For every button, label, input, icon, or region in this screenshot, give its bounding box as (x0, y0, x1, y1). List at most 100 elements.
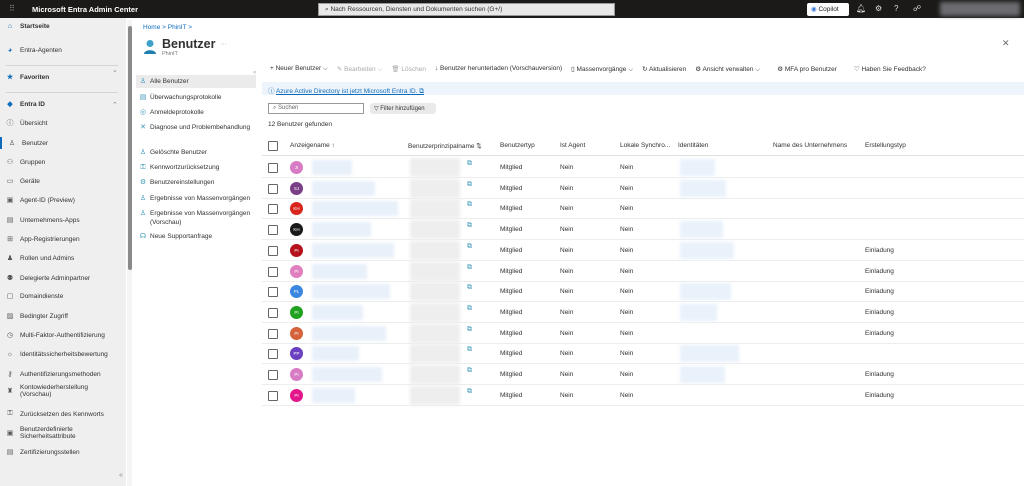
copy-icon[interactable]: ⧉ (467, 242, 472, 250)
global-search-input[interactable]: ⌕ Nach Ressourcen, Diensten und Dokument… (318, 3, 615, 16)
row-checkbox[interactable] (268, 307, 278, 318)
copy-icon[interactable]: ⧉ (467, 263, 472, 271)
submenu-item-2[interactable]: ◎ Anmeldeprotokolle (136, 106, 256, 119)
nav-item-19[interactable]: ⚿ Zurücksetzen des Kennworts (0, 408, 126, 420)
column-header-4[interactable]: Lokale Synchro... (620, 142, 671, 149)
nav-item-12[interactable]: ⚉ Delegierte Adminpartner (0, 272, 126, 284)
toolbar-button-5[interactable]: ↻ Aktualisieren (642, 66, 687, 73)
nav-item-2[interactable]: ★ Favoriten (0, 71, 126, 83)
table-row[interactable] (262, 385, 1024, 406)
nav-item-16[interactable]: ☼ Identitätssicherheitsbewertung (0, 348, 126, 360)
table-row[interactable] (262, 281, 1024, 303)
nav-item-17[interactable]: ⚷ Authentifizierungsmethoden (0, 368, 126, 380)
table-row[interactable] (262, 343, 1024, 365)
collapse-nav-icon[interactable]: « (119, 472, 123, 479)
copy-icon[interactable]: ⧉ (467, 201, 472, 209)
nav-item-3[interactable]: ◆ Entra ID (0, 98, 126, 110)
table-row[interactable] (262, 240, 1024, 261)
table-row[interactable] (262, 364, 1024, 385)
nav-item-5[interactable]: ♙ Benutzer (0, 137, 126, 149)
submenu-item-3[interactable]: ✕ Diagnose und Problembehandlung (136, 121, 256, 134)
table-row[interactable] (262, 323, 1024, 344)
toolbar-button-8[interactable]: ♡ Haben Sie Feedback? (853, 66, 926, 73)
chevron-down-icon[interactable]: ⌄ (112, 67, 118, 74)
nav-item-0[interactable]: ⌂ Startseite (0, 20, 126, 32)
nav-item-21[interactable]: ▤ Zertifizierungsstellen (0, 446, 126, 458)
row-checkbox[interactable] (268, 225, 278, 236)
nav-item-13[interactable]: ▢ Domaindienste (0, 290, 126, 302)
row-checkbox[interactable] (268, 266, 278, 277)
row-checkbox[interactable] (268, 287, 278, 298)
toolbar-button-2[interactable]: 🗑 Löschen (391, 66, 426, 73)
more-icon[interactable]: ··· (220, 41, 227, 48)
row-checkbox[interactable] (268, 328, 278, 339)
user-search-input[interactable]: ⌕ Suchen (268, 103, 364, 114)
copilot-button[interactable]: ◉ Copilot (807, 3, 849, 16)
copy-icon[interactable]: ⧉ (467, 160, 472, 167)
column-header-7[interactable]: Erstellungstyp (865, 142, 906, 149)
table-row[interactable] (262, 178, 1024, 199)
copy-icon[interactable]: ⧉ (467, 325, 472, 333)
table-row[interactable] (262, 157, 1024, 178)
chevron-up-icon[interactable]: ⌃ (112, 102, 118, 109)
submenu-item-7[interactable]: ♙ Ergebnisse von Massenvorgängen (136, 192, 256, 205)
row-checkbox[interactable] (268, 163, 278, 173)
copy-icon[interactable]: ⧉ (467, 180, 472, 188)
feedback-icon[interactable]: ☍ (913, 4, 922, 13)
submenu-item-8[interactable]: ♙ Ergebnisse von Massenvorgängen (Vorscha… (136, 207, 256, 229)
submenu-item-5[interactable]: ⚿ Kennwortzurücksetzung (136, 161, 256, 174)
toolbar-button-3[interactable]: ↓ Benutzer herunterladen (Vorschauversio… (434, 65, 563, 72)
nav-item-4[interactable]: ⓘ Übersicht (0, 117, 126, 129)
select-all-checkbox[interactable] (268, 141, 278, 151)
nav-item-10[interactable]: ⊞ App-Registrierungen (0, 233, 126, 245)
column-header-6[interactable]: Name des Unternehmens (773, 142, 848, 149)
nav-item-15[interactable]: ◷ Multi-Faktor-Authentifizierung (0, 329, 126, 341)
nav-item-1[interactable]: ◕ Entra-Agenten (0, 44, 126, 56)
nav-item-20[interactable]: ▣ Benutzerdefinierte Sicherheitsattribute (0, 426, 126, 440)
toolbar-button-0[interactable]: + Neuer Benutzer ⌵ (270, 65, 328, 72)
nav-item-11[interactable]: ♟ Rollen und Admins (0, 252, 126, 264)
submenu-item-9[interactable]: ☊ Neue Supportanfrage (136, 230, 256, 243)
column-header-3[interactable]: Ist Agent (560, 142, 586, 149)
copy-icon[interactable]: ⧉ (467, 346, 472, 354)
breadcrumb-home[interactable]: Home (143, 24, 161, 31)
close-icon[interactable]: ✕ (1002, 38, 1010, 48)
toolbar-button-7[interactable]: ⚙ MFA pro Benutzer (777, 66, 837, 73)
table-row[interactable] (262, 219, 1024, 241)
nav-item-7[interactable]: ▭ Geräte (0, 175, 126, 187)
toolbar-button-6[interactable]: ⚙ Ansicht verwalten ⌵ (695, 66, 761, 73)
table-row[interactable] (262, 302, 1024, 323)
row-checkbox[interactable] (268, 390, 278, 401)
column-header-2[interactable]: Benutzertyp (500, 142, 535, 149)
row-checkbox[interactable] (268, 204, 278, 215)
submenu-item-0[interactable]: ♙ Alle Benutzer (136, 75, 256, 88)
row-checkbox[interactable] (268, 183, 278, 194)
copy-icon[interactable]: ⧉ (467, 367, 472, 374)
copy-icon[interactable]: ⧉ (467, 222, 472, 230)
bell-icon[interactable]: 🔔︎ (856, 4, 867, 13)
table-row[interactable] (262, 198, 1024, 220)
column-header-1[interactable]: Benutzerprinzipalname ⇅ (408, 143, 482, 150)
nav-item-18[interactable]: ♜ Kontowiederherstellung (Vorschau) (0, 384, 126, 398)
gear-icon[interactable]: ⚙ (875, 4, 883, 13)
table-row[interactable] (262, 261, 1024, 282)
breadcrumb-tenant[interactable]: PhinIT (167, 24, 187, 31)
nav-item-9[interactable]: ▤ Unternehmens-Apps (0, 214, 126, 226)
row-checkbox[interactable] (268, 349, 278, 360)
row-checkbox[interactable] (268, 370, 278, 380)
row-checkbox[interactable] (268, 245, 278, 256)
copy-icon[interactable]: ⧉ (467, 304, 472, 312)
help-icon[interactable]: ? (894, 4, 899, 13)
collapse-submenu-icon[interactable]: « (253, 70, 257, 76)
submenu-item-4[interactable]: ♙ Gelöschte Benutzer (136, 146, 256, 159)
toolbar-button-1[interactable]: ✎ Bearbeiten ⌵ (336, 66, 383, 73)
banner-link[interactable]: Azure Active Directory ist jetzt Microso… (275, 88, 424, 95)
column-header-0[interactable]: Anzeigename ↑ (290, 142, 335, 149)
copy-icon[interactable]: ⧉ (467, 284, 472, 292)
copy-icon[interactable]: ⧉ (467, 387, 472, 395)
nav-item-6[interactable]: ⚇ Gruppen (0, 156, 126, 168)
submenu-item-6[interactable]: ⚙ Benutzereinstellungen (136, 176, 256, 189)
nav-scrollbar-thumb[interactable] (128, 26, 132, 270)
column-header-5[interactable]: Identitäten (678, 142, 709, 149)
nav-item-8[interactable]: ▣ Agent-ID (Preview) (0, 194, 126, 206)
